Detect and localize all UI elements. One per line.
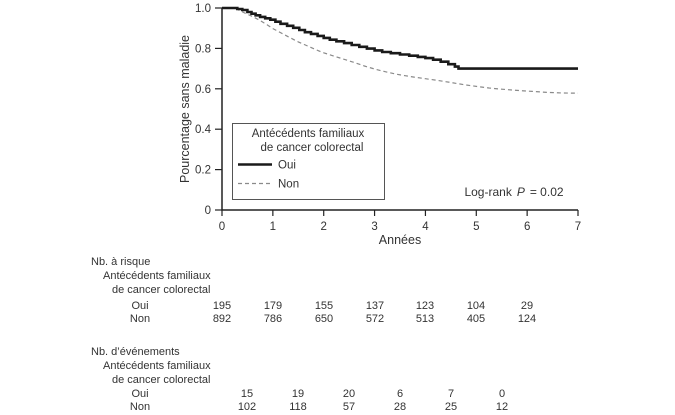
table-value: 7 (447, 388, 455, 400)
risk-table-subtitle2: de cancer colorectal (112, 284, 211, 296)
x-tick-label: 2 (321, 221, 327, 233)
events-table-subtitle2: de cancer colorectal (112, 374, 211, 386)
table-value: 29 (520, 300, 534, 312)
table-value: 195 (212, 300, 232, 312)
table-value: 405 (466, 313, 486, 325)
table-value: 102 (237, 401, 257, 413)
y-tick-label: 0.6 (195, 84, 211, 96)
legend: Antécédents familiaux de cancer colorect… (232, 123, 385, 200)
row-label-non: Non (129, 313, 151, 325)
legend-entries: Oui Non (238, 160, 299, 191)
table-value: 118 (289, 401, 307, 413)
legend-title-line2: de cancer colorectal (261, 142, 364, 154)
table-value: 155 (314, 300, 334, 312)
curve-oui (222, 6, 578, 70)
x-tick-label: 0 (219, 221, 225, 233)
x-axis-title: Années (379, 233, 421, 247)
curve-non (222, 7, 579, 94)
table-value: 137 (365, 300, 385, 312)
legend-title-line1: Antécédents familiaux (252, 128, 365, 140)
table-value: 19 (291, 388, 305, 400)
table-value: 892 (212, 313, 232, 325)
x-tick-label: 4 (422, 221, 429, 233)
table-value: 179 (263, 300, 283, 312)
y-tick-label: 0.4 (195, 124, 212, 136)
legend-label-non: Non (278, 179, 299, 191)
table-value: 0 (498, 388, 506, 400)
table-value: 15 (240, 388, 254, 400)
x-tick-label: 1 (270, 221, 276, 233)
risk-table-subtitle1: Antécédents familiaux (103, 270, 211, 282)
table-value: 12 (495, 401, 509, 413)
axes: 1.0 0.8 0.6 0.4 0.2 00 1 2 3 4 5 6 7 (195, 3, 581, 233)
table-value: 786 (263, 313, 283, 325)
table-value: 104 (466, 300, 486, 312)
row-label-non: Non (129, 401, 151, 413)
x-tick-label: 6 (524, 221, 530, 233)
x-tick-label: 7 (575, 221, 581, 233)
row-label-oui: Oui (131, 300, 149, 312)
table-value: 572 (365, 313, 385, 325)
table-value: 123 (415, 300, 435, 312)
table-value: 6 (396, 388, 404, 400)
table-value: 20 (342, 388, 356, 400)
km-plot: 1.0 0.8 0.6 0.4 0.2 00 1 2 3 4 5 6 7 Pourcentage san… (178, 3, 581, 247)
x-tick-label: 3 (371, 221, 377, 233)
table-value: 28 (393, 401, 407, 413)
events-table-title: Nb. d’événements (91, 346, 180, 358)
legend-box (232, 123, 385, 200)
row-label-oui: Oui (131, 388, 149, 400)
y-tick-label: 0 (205, 205, 211, 217)
y-axis-title: Pourcentage sans maladie (178, 35, 192, 183)
table-value: 124 (517, 313, 537, 325)
table-value: 57 (342, 401, 356, 413)
logrank-p-symbol: P (517, 185, 525, 199)
table-value: 513 (415, 313, 435, 325)
table-value: 650 (314, 313, 334, 325)
survival-curves (222, 6, 579, 94)
risk-table-title: Nb. à risque (91, 256, 151, 268)
y-tick-label: 0.2 (195, 165, 211, 177)
events-table-subtitle1: Antécédents familiaux (103, 360, 211, 372)
logrank-prefix: Log-rank (464, 185, 512, 199)
y-tick-label: 0.8 (195, 43, 211, 55)
x-tick-label: 5 (473, 221, 479, 233)
legend-label-oui: Oui (278, 160, 296, 172)
y-tick-label: 1.0 (195, 3, 211, 15)
table-value: 25 (444, 401, 458, 413)
logrank-suffix: = 0.02 (530, 185, 564, 199)
logrank-annotation: Log-rank P = 0.02 (464, 185, 563, 199)
